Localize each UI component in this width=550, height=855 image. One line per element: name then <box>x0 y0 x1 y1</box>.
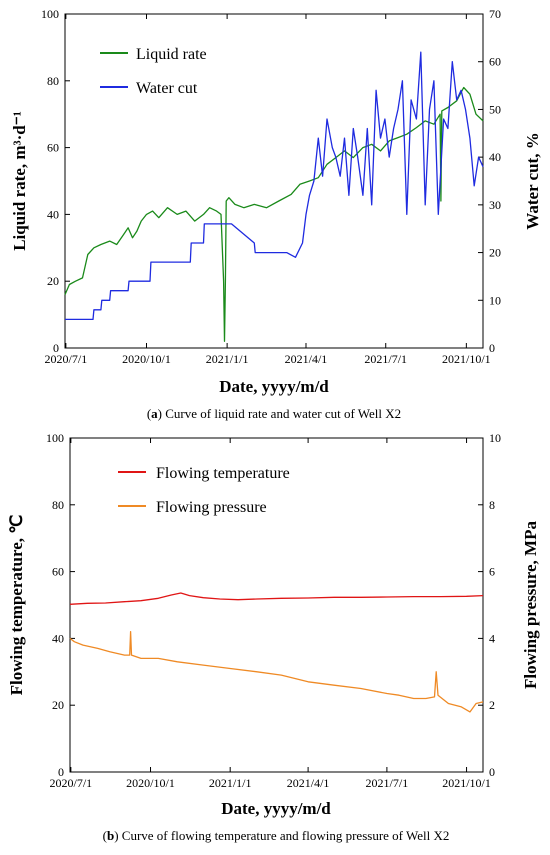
panel-a: 2020/7/1 2020/10/1 2021/1/1 2021/4/1 2021/7/… <box>10 7 542 421</box>
y-left-tick-label-b: 100 <box>46 431 64 445</box>
y-right-tick-label-b: 8 <box>489 498 495 512</box>
y-left-tick-label-b: 20 <box>52 698 64 712</box>
y-axis-title-right-b: Flowing pressure, MPa <box>521 521 540 689</box>
y-right-tick-label-b: 0 <box>489 765 495 779</box>
y-left-tick-label-a: 60 <box>47 141 59 155</box>
y-left-tick-label-a: 100 <box>41 7 59 21</box>
series-line-water-cut <box>65 51 484 321</box>
y-axis-title-left-a: Liquid rate, m³·d⁻¹ <box>10 111 29 251</box>
series-line-flowing-temperature <box>69 592 484 605</box>
grid-ticks-a <box>65 13 483 349</box>
y-right-tick-label-a: 10 <box>489 293 501 307</box>
y-left-tick-label-a: 80 <box>47 74 59 88</box>
y-left-tick-label-b: 0 <box>58 765 64 779</box>
y-right-tick-label-b: 4 <box>489 631 495 645</box>
y-axis-title-left-b: Flowing temperature, ℃ <box>7 515 26 696</box>
x-tick-label-b: 2021/4/1 <box>287 776 330 790</box>
series-line-flowing-pressure <box>69 631 484 713</box>
y-right-tick-label-a: 30 <box>489 198 501 212</box>
legend-a: Liquid rate Water cut <box>100 46 207 97</box>
series-lines-a <box>64 51 484 342</box>
legend-label-flowing-temperature: Flowing temperature <box>156 465 290 482</box>
caption-b: (b) Curve of flowing temperature and flo… <box>103 828 450 843</box>
y-right-tick-label-a: 50 <box>489 102 501 116</box>
tick-labels-b: 2020/7/1 2020/10/1 2021/1/1 2021/4/1 2021/7/… <box>46 431 501 790</box>
y-left-tick-label-b: 80 <box>52 498 64 512</box>
panel-b: 2020/7/1 2020/10/1 2021/1/1 2021/4/1 2021/7/… <box>7 431 540 843</box>
series-lines-b <box>69 592 484 713</box>
plot-frame-b <box>69 437 484 773</box>
legend-label-flowing-pressure: Flowing pressure <box>156 499 267 516</box>
x-tick-label-a: 2021/10/1 <box>442 352 491 366</box>
y-right-tick-label-a: 40 <box>489 150 501 164</box>
x-tick-label-a: 2020/7/1 <box>45 352 88 366</box>
y-left-tick-label-a: 20 <box>47 274 59 288</box>
y-left-tick-label-b: 40 <box>52 631 64 645</box>
y-left-tick-label-a: 0 <box>53 341 59 355</box>
legend-label-water-cut: Water cut <box>136 80 198 97</box>
y-right-tick-label-b: 10 <box>489 431 501 445</box>
caption-label-a: a <box>151 406 158 421</box>
x-tick-label-a: 2021/7/1 <box>364 352 407 366</box>
y-right-tick-label-a: 0 <box>489 341 495 355</box>
y-right-tick-label-a: 60 <box>489 55 501 69</box>
x-tick-label-a: 2021/4/1 <box>285 352 328 366</box>
legend-label-liquid-rate: Liquid rate <box>136 46 207 63</box>
y-axis-title-right-a: Water cut, % <box>523 132 542 229</box>
plot-frame-a <box>64 13 484 349</box>
x-axis-title-a: Date, yyyy/m/d <box>219 377 329 396</box>
x-tick-label-b: 2020/10/1 <box>126 776 175 790</box>
x-tick-label-b: 2021/1/1 <box>209 776 252 790</box>
y-left-tick-label-a: 40 <box>47 207 59 221</box>
legend-b: Flowing temperature Flowing pressure <box>118 465 290 516</box>
x-tick-label-b: 2021/7/1 <box>366 776 409 790</box>
x-axis-title-b: Date, yyyy/m/d <box>221 799 331 818</box>
x-tick-label-b: 2020/7/1 <box>50 776 93 790</box>
y-right-tick-label-b: 2 <box>489 698 495 712</box>
caption-a: (a) Curve of liquid rate and water cut o… <box>147 406 401 421</box>
tick-labels-a: 2020/7/1 2020/10/1 2021/1/1 2021/4/1 2021/7/… <box>41 7 501 366</box>
y-right-tick-label-b: 6 <box>489 565 495 579</box>
y-right-tick-label-a: 70 <box>489 7 501 21</box>
caption-text-b: Curve of flowing temperature and flowing… <box>122 828 450 843</box>
caption-text-a: Curve of liquid rate and water cut of We… <box>165 406 401 421</box>
x-tick-label-a: 2020/10/1 <box>122 352 171 366</box>
grid-ticks-b <box>70 437 483 773</box>
series-line-liquid-rate <box>64 86 484 342</box>
x-tick-label-a: 2021/1/1 <box>206 352 249 366</box>
x-tick-label-b: 2021/10/1 <box>442 776 491 790</box>
y-right-tick-label-a: 20 <box>489 246 501 260</box>
caption-label-b: b <box>107 828 114 843</box>
y-left-tick-label-b: 60 <box>52 565 64 579</box>
